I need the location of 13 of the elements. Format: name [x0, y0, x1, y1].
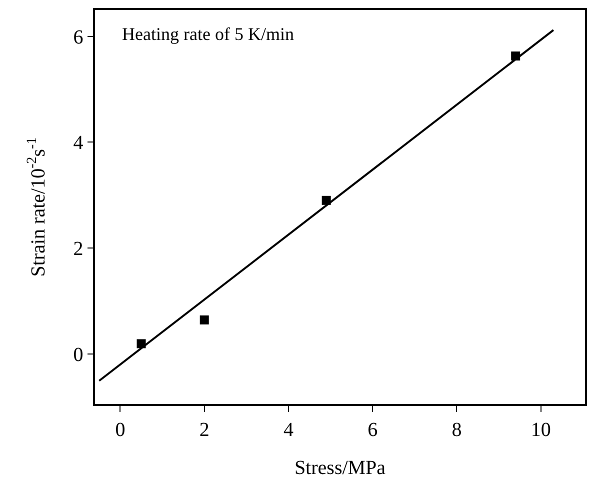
y-tick-label: 6	[73, 26, 84, 48]
y-tick-label: 4	[73, 132, 84, 154]
x-tick-label: 10	[530, 418, 551, 441]
point	[200, 315, 209, 324]
y-tick-label: 0	[73, 344, 84, 366]
x-axis-title: Stress/MPa	[294, 457, 386, 479]
x-tick-label: 6	[368, 418, 378, 441]
x-tick-label: 2	[199, 418, 210, 441]
x-tick-label: 0	[115, 418, 126, 441]
x-tick-label: 8	[452, 418, 462, 441]
x-tick-label: 4	[283, 418, 294, 441]
annotation: Heating rate of 5 K/min	[122, 24, 294, 44]
y-tick-label: 2	[73, 238, 84, 260]
